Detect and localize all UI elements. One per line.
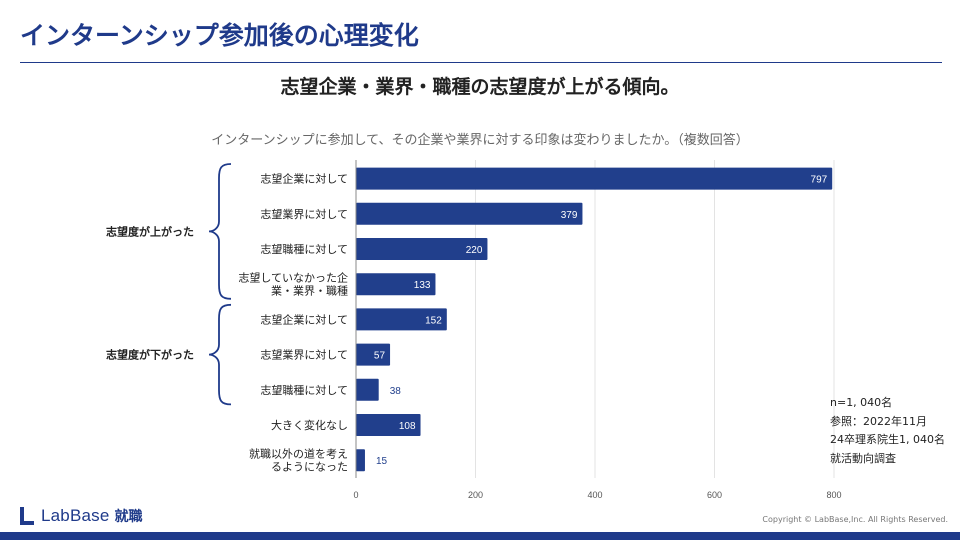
bar-value-label: 15 <box>376 456 388 467</box>
logo-name: LabBase <box>41 506 110 525</box>
bar <box>356 167 833 190</box>
bar-value-label: 220 <box>466 245 483 256</box>
group-brace <box>208 163 232 300</box>
bar <box>356 343 391 366</box>
bar <box>356 414 421 436</box>
bar-value-label: 152 <box>425 315 442 326</box>
bar-value-label: 379 <box>561 210 578 221</box>
title-divider <box>20 62 942 63</box>
chart-question: インターンシップに参加して、その企業や業界に対する印象は変わりましたか。（複数回… <box>211 133 749 148</box>
note-reference-date: 参照：2022年11月 <box>830 414 927 428</box>
labbase-logo: LabBase 就職 <box>18 506 143 526</box>
category-label: 志望業界に対して <box>260 207 348 221</box>
note-survey-name: 就活動向調査 <box>830 451 896 465</box>
bar-value-label: 133 <box>414 280 431 291</box>
category-label: 大きく変化なし <box>271 418 348 432</box>
category-label: 志望職種に対して <box>260 383 348 397</box>
category-label: 志望職種に対して <box>260 242 348 256</box>
note-sample-size: n=1, 040名 <box>830 396 893 409</box>
bar-value-label: 797 <box>811 175 828 186</box>
page-title: インターンシップ参加後の心理変化 <box>20 21 419 50</box>
survey-notes: n=1, 040名 参照：2022年11月 24卒理系院生1, 040名 就活動… <box>830 394 945 468</box>
group-label: 志望度が下がった <box>106 348 194 362</box>
bar <box>356 308 447 331</box>
slide-subtitle: 志望企業・業界・職種の志望度が上がる傾向。 <box>280 76 680 98</box>
x-tick-label: 600 <box>707 490 722 500</box>
group-label: 志望度が上がった <box>106 224 194 238</box>
x-tick-label: 800 <box>826 490 841 500</box>
bar-chart: 0 200 400 600 800 797 志望企業に対して 379 志望業界に対して 220 志望… <box>106 160 842 500</box>
logo-subtitle: 就職 <box>114 509 143 525</box>
category-label: 志望していなかった企 <box>238 271 348 285</box>
copyright-notice: Copyright © LabBase,Inc. All Rights Rese… <box>762 515 948 524</box>
x-tick-label: 400 <box>587 490 602 500</box>
category-label: 志望企業に対して <box>260 312 348 326</box>
bar <box>356 238 488 260</box>
category-label: 就職以外の道を考え <box>249 447 348 461</box>
bar <box>356 273 436 296</box>
category-label: るようになった <box>271 461 348 474</box>
category-label: 志望企業に対して <box>260 172 348 186</box>
note-population: 24卒理系院生1, 040名 <box>830 433 945 446</box>
category-label: 業・業界・職種 <box>271 284 348 298</box>
bar <box>356 449 365 472</box>
labbase-logo-icon <box>20 507 34 525</box>
footer-bar <box>0 532 960 540</box>
x-tick-label: 200 <box>468 490 483 500</box>
group-brace <box>208 303 232 406</box>
bar <box>356 378 379 401</box>
bar <box>356 202 583 225</box>
bar-value-label: 38 <box>390 386 402 397</box>
category-label: 志望業界に対して <box>260 348 348 362</box>
bar-value-label: 57 <box>374 351 386 362</box>
bar-value-label: 108 <box>399 421 416 432</box>
x-tick-label: 0 <box>353 490 358 500</box>
